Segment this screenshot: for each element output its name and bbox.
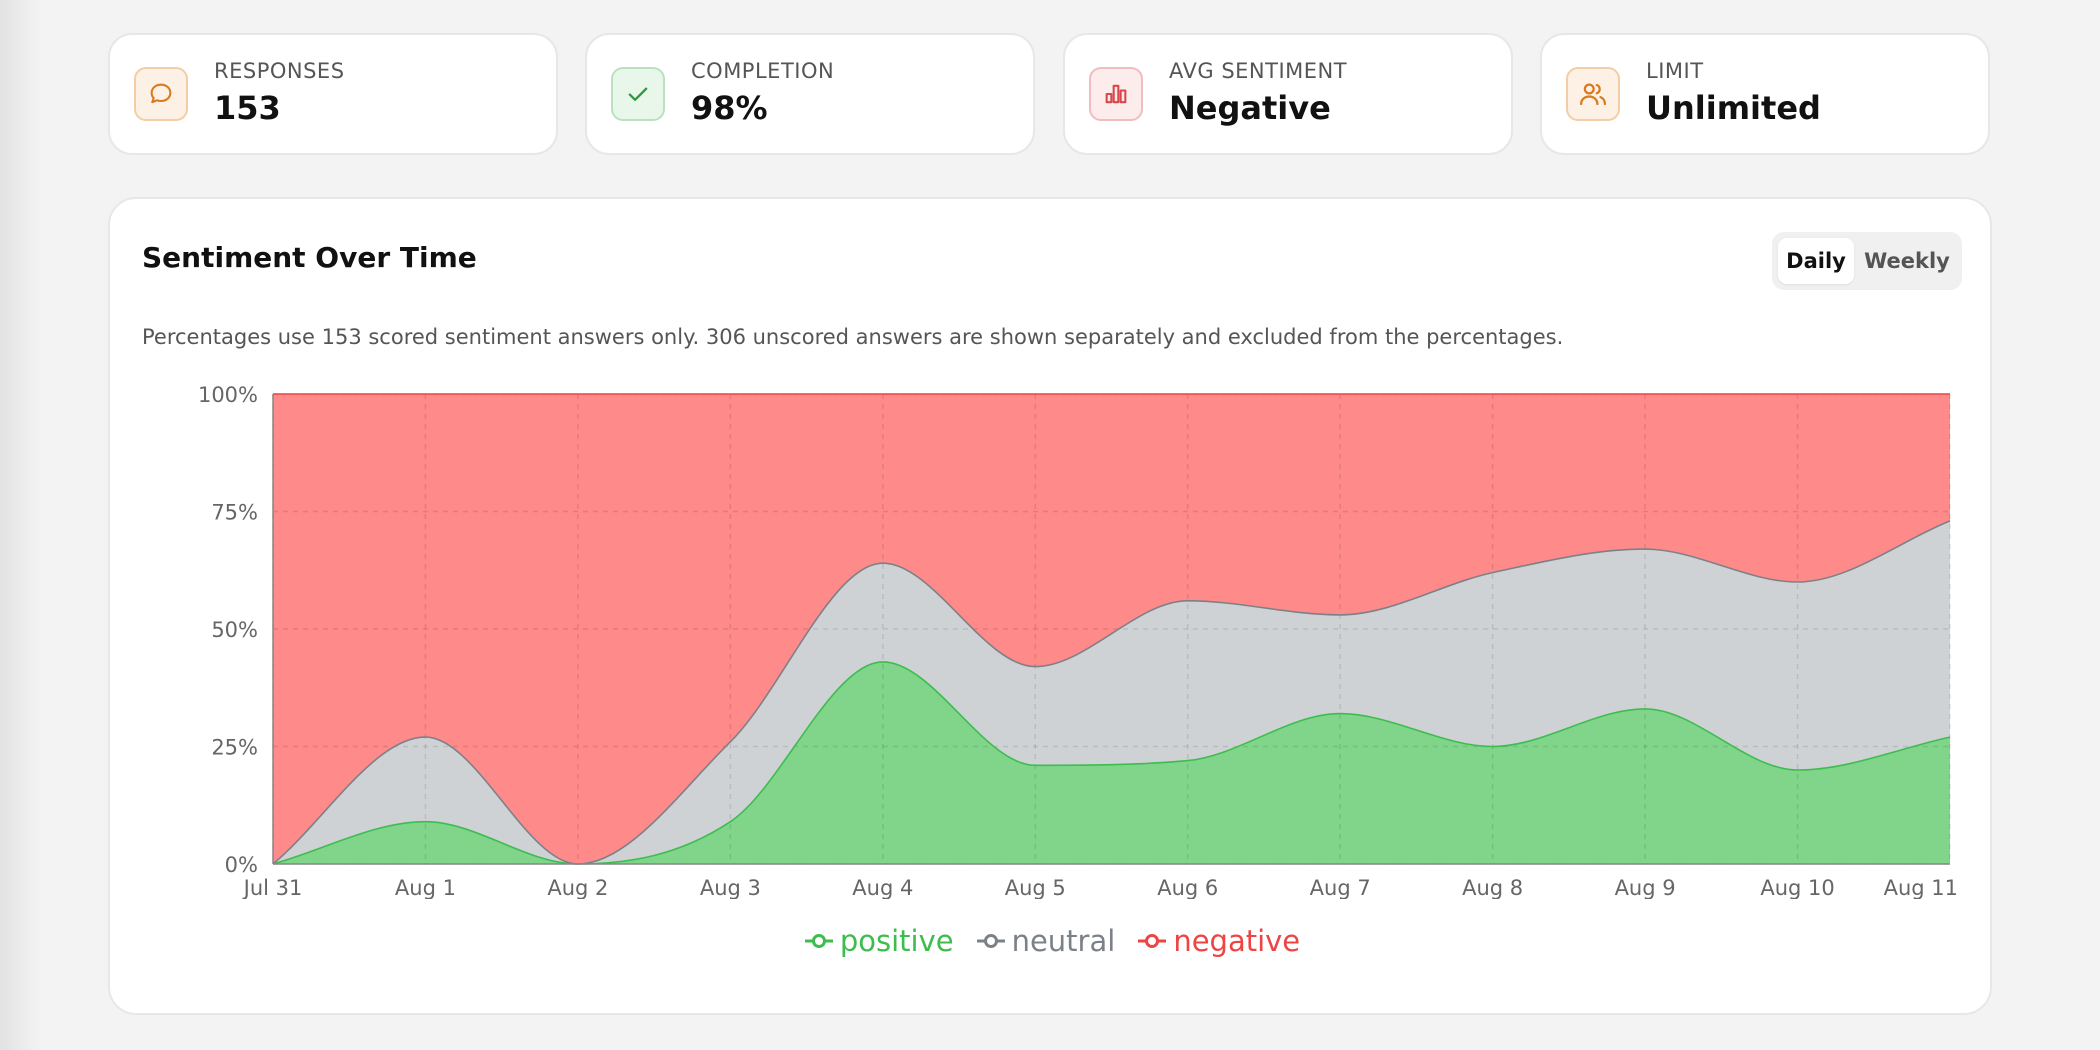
x-tick-label: Aug 4 xyxy=(852,876,913,899)
x-tick-label: Aug 6 xyxy=(1157,876,1218,899)
legend-item-positive[interactable]: positive xyxy=(804,924,954,958)
legend-marker-icon xyxy=(804,934,833,948)
x-tick-label: Aug 1 xyxy=(395,876,456,899)
chart-note: Percentages use 153 scored sentiment ans… xyxy=(142,325,1564,349)
legend-marker-icon xyxy=(976,934,1005,948)
sentiment-chart-card: Sentiment Over Time Daily Weekly Percent… xyxy=(108,197,1992,1015)
stat-label: AVG SENTIMENT xyxy=(1169,59,1348,83)
stat-card-completion: COMPLETION 98% xyxy=(585,33,1035,155)
area-positive xyxy=(273,661,1950,864)
x-tick-label: Jul 31 xyxy=(242,876,303,899)
stat-label: COMPLETION xyxy=(691,59,835,83)
line-neutral xyxy=(272,520,1951,865)
y-tick-label: 100% xyxy=(198,383,258,407)
stat-card-limit: LIMIT Unlimited xyxy=(1540,33,1990,155)
legend-item-neutral[interactable]: neutral xyxy=(976,924,1116,958)
legend-item-negative[interactable]: negative xyxy=(1137,924,1300,958)
left-edge-shadow xyxy=(0,0,40,1050)
stat-value: 98% xyxy=(691,89,768,127)
x-tick-label: Aug 10 xyxy=(1760,876,1834,899)
stat-value: Negative xyxy=(1169,89,1331,127)
sentiment-area-chart: 0% 25% 50% 75% 100% Jul 31 Aug 1 Aug 2 Aug 3 Aug … xyxy=(198,383,1958,899)
users-icon xyxy=(1566,67,1620,121)
stat-value: 153 xyxy=(214,89,281,127)
chart-title: Sentiment Over Time xyxy=(142,241,477,274)
legend-marker-icon xyxy=(1138,934,1167,948)
x-tick-label: Aug 7 xyxy=(1310,876,1371,899)
y-tick-label: 50% xyxy=(211,618,258,642)
x-tick-label: Aug 8 xyxy=(1462,876,1523,899)
x-tick-label: Aug 9 xyxy=(1615,876,1676,899)
stat-label: RESPONSES xyxy=(214,59,345,83)
stat-value: Unlimited xyxy=(1646,89,1821,127)
x-tick-label: Aug 2 xyxy=(547,876,608,899)
x-tick-label: Aug 5 xyxy=(1005,876,1066,899)
chart-legend: positive neutral negative xyxy=(110,924,1994,958)
legend-label: neutral xyxy=(1011,924,1116,958)
period-toggle: Daily Weekly xyxy=(1772,232,1962,290)
daily-toggle-button[interactable]: Daily xyxy=(1778,238,1854,284)
y-tick-label: 0% xyxy=(225,853,258,877)
area-negative xyxy=(273,394,1950,864)
x-tick-label: Aug 11 xyxy=(1884,876,1958,899)
y-tick-label: 75% xyxy=(211,501,258,525)
x-tick-label: Aug 3 xyxy=(700,876,761,899)
stat-card-responses: RESPONSES 153 xyxy=(108,33,558,155)
legend-label: positive xyxy=(839,924,954,958)
checkmark-icon xyxy=(611,67,665,121)
weekly-toggle-button[interactable]: Weekly xyxy=(1864,249,1950,273)
area-neutral xyxy=(273,520,1950,864)
bar-chart-icon xyxy=(1089,67,1143,121)
legend-label: negative xyxy=(1173,924,1301,958)
stat-card-avg-sentiment: AVG SENTIMENT Negative xyxy=(1063,33,1513,155)
chat-bubble-icon xyxy=(134,67,188,121)
stat-label: LIMIT xyxy=(1646,59,1704,83)
y-tick-label: 25% xyxy=(211,736,258,760)
